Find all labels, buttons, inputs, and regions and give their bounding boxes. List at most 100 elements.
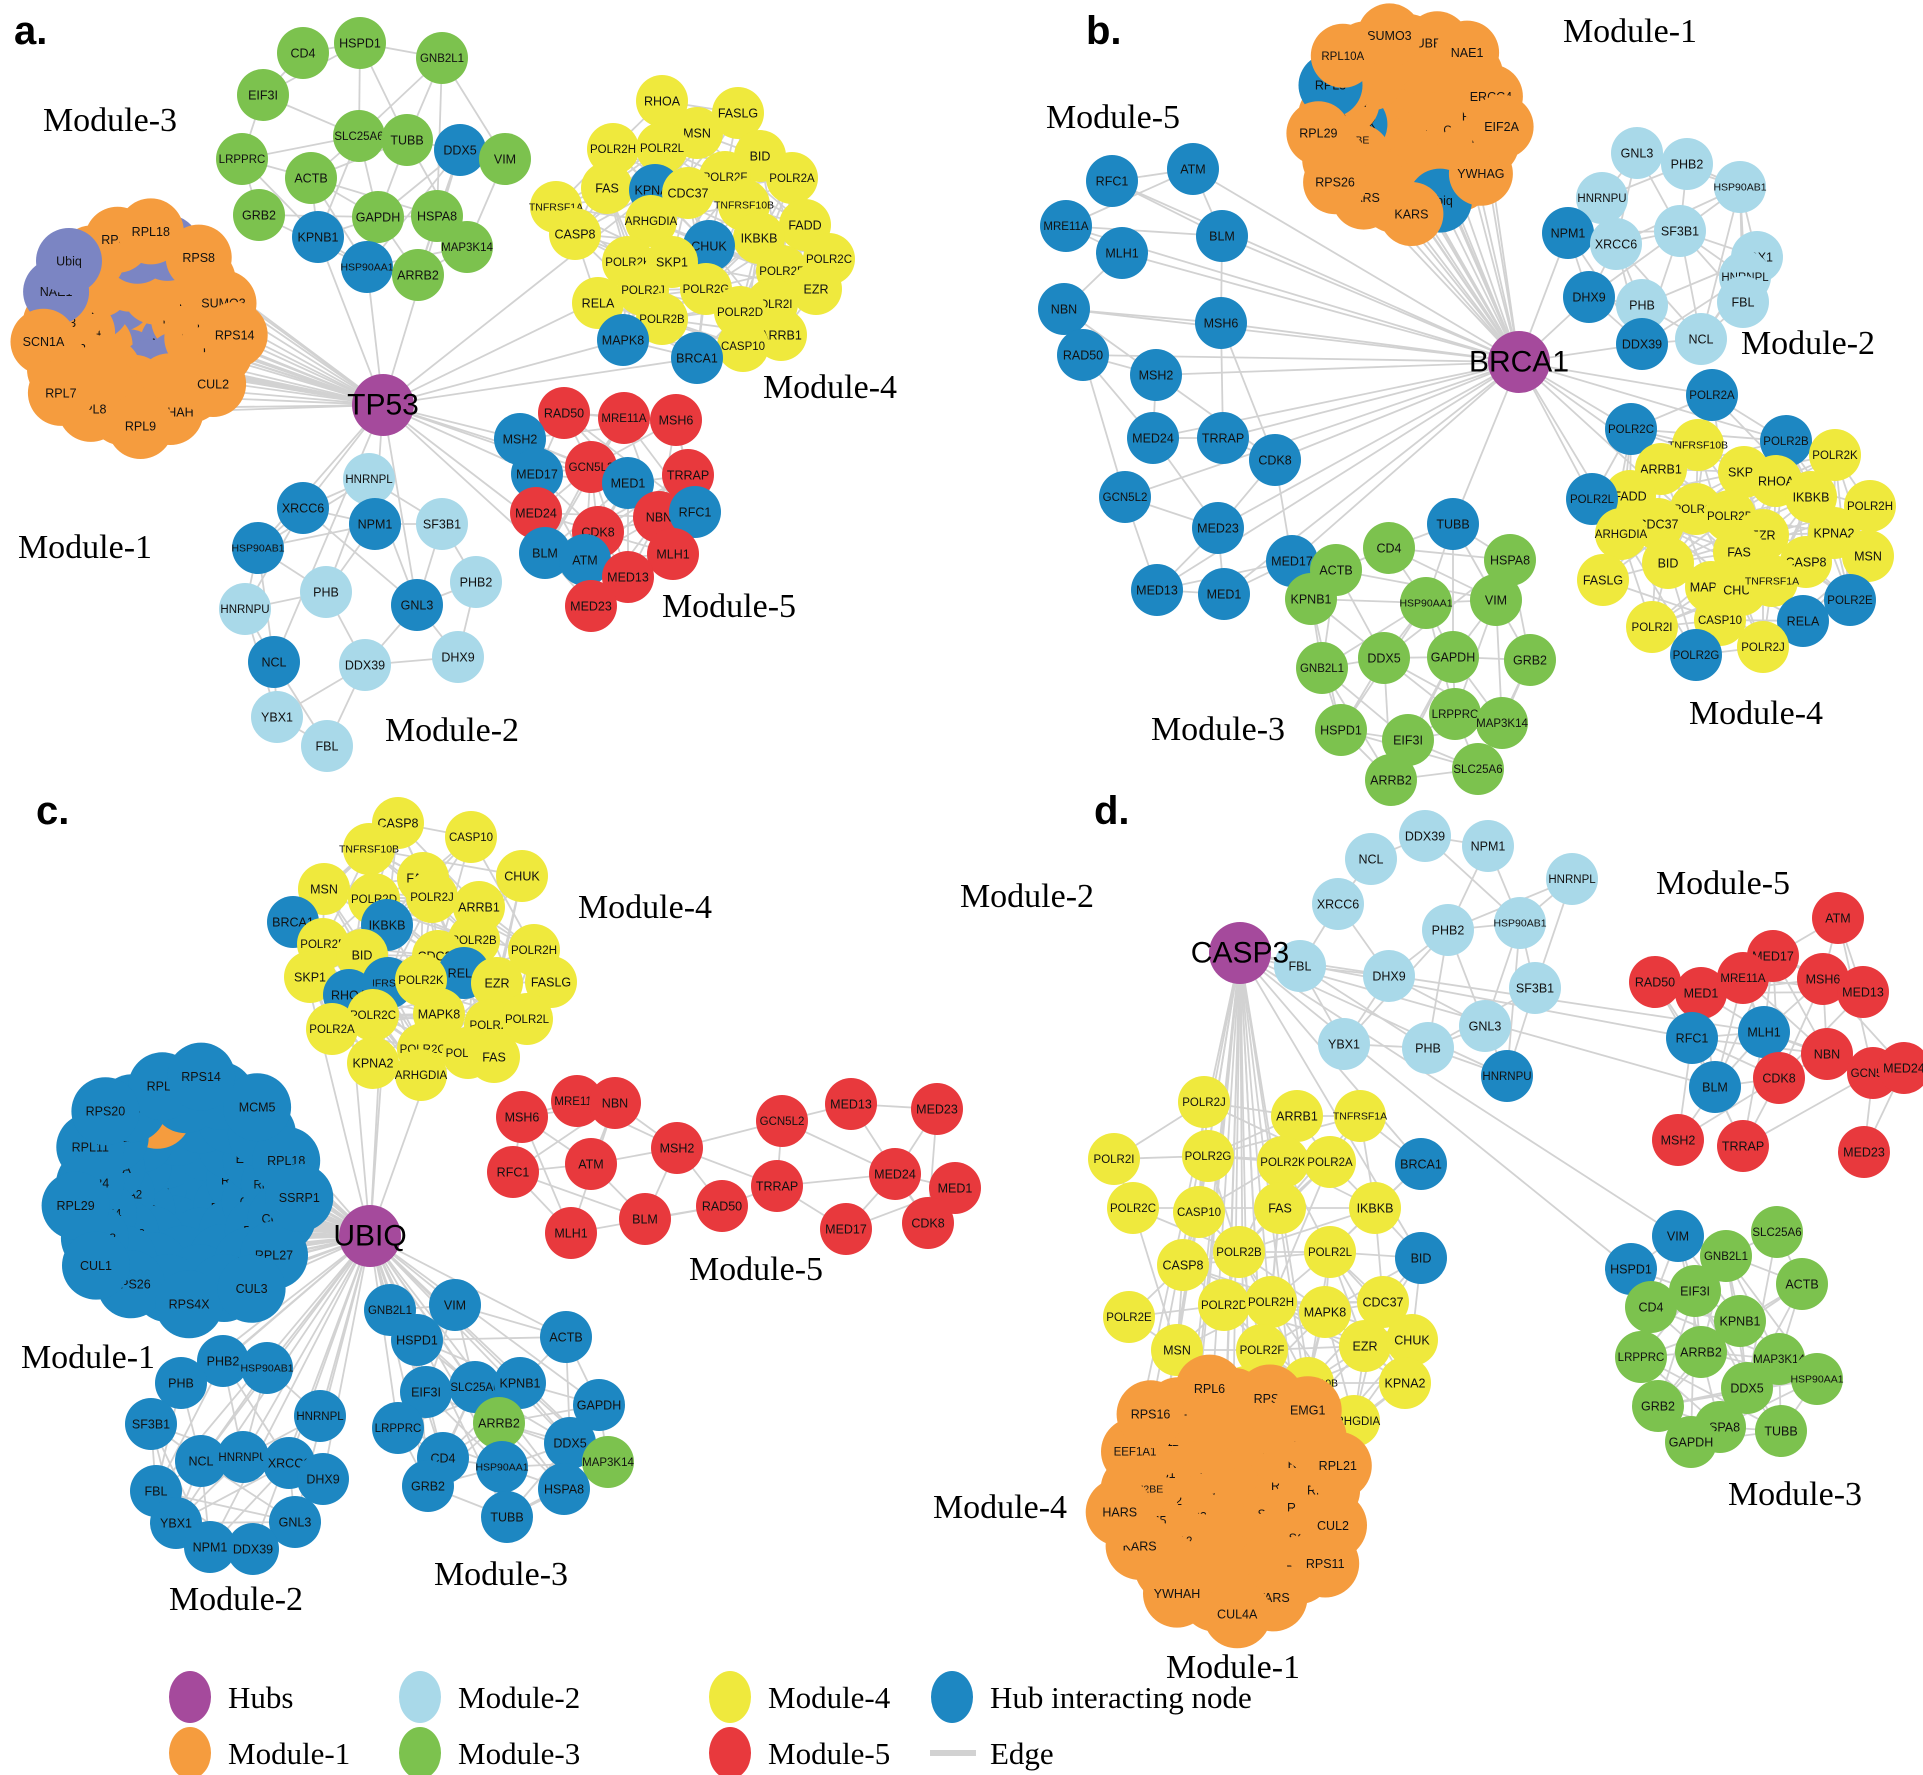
node-GRB2[interactable]: GRB2 bbox=[233, 189, 285, 241]
node-TUBB[interactable]: TUBB bbox=[481, 1491, 533, 1543]
node-TUBB[interactable]: TUBB bbox=[381, 114, 433, 166]
node-RPS4X[interactable]: RPS4X bbox=[155, 1270, 224, 1339]
node-RAD50[interactable]: RAD50 bbox=[1629, 956, 1681, 1008]
node-VIM[interactable]: VIM bbox=[1652, 1210, 1704, 1262]
node-TRRAP[interactable]: TRRAP bbox=[751, 1160, 803, 1212]
node-DDX39[interactable]: DDX39 bbox=[227, 1523, 279, 1575]
node-GCN5L2[interactable]: GCN5L2 bbox=[756, 1095, 808, 1147]
node-POLR2A[interactable]: POLR2A bbox=[1686, 369, 1738, 421]
node-MSH6[interactable]: MSH6 bbox=[650, 394, 702, 446]
node-GAPDH[interactable]: GAPDH bbox=[352, 191, 404, 243]
node-CD4[interactable]: CD4 bbox=[277, 27, 329, 79]
node-POLR2G[interactable]: POLR2G bbox=[1182, 1130, 1234, 1182]
node-MED13[interactable]: MED13 bbox=[1131, 564, 1183, 616]
node-NPM1[interactable]: NPM1 bbox=[349, 498, 401, 550]
node-RFC1[interactable]: RFC1 bbox=[1666, 1012, 1718, 1064]
node-VIM[interactable]: VIM bbox=[479, 133, 531, 185]
node-RAD50[interactable]: RAD50 bbox=[538, 387, 590, 439]
node-POLR2K[interactable]: POLR2K bbox=[1257, 1136, 1309, 1188]
node-MED23[interactable]: MED23 bbox=[1192, 502, 1244, 554]
node-TRRAP[interactable]: TRRAP bbox=[1717, 1120, 1769, 1172]
node-NPM1[interactable]: NPM1 bbox=[1462, 820, 1514, 872]
node-MSH6[interactable]: MSH6 bbox=[1195, 297, 1247, 349]
node-ATM[interactable]: ATM bbox=[1812, 892, 1864, 944]
node-POLR2J[interactable]: POLR2J bbox=[1178, 1076, 1230, 1128]
node-FBL[interactable]: FBL bbox=[1717, 276, 1769, 328]
node-MED23[interactable]: MED23 bbox=[1838, 1126, 1890, 1178]
node-MRE11A[interactable]: MRE11A bbox=[598, 392, 650, 444]
node-TUBB[interactable]: TUBB bbox=[1427, 498, 1479, 550]
node-CUL3[interactable]: CUL3 bbox=[217, 1254, 286, 1323]
node-RPS11[interactable]: RPS11 bbox=[1291, 1529, 1360, 1598]
node-POLR2J[interactable]: POLR2J bbox=[1737, 621, 1789, 673]
node-POLR2H[interactable]: POLR2H bbox=[1245, 1276, 1297, 1328]
node-POLR2A[interactable]: POLR2A bbox=[1304, 1136, 1356, 1188]
node-KPNB1[interactable]: KPNB1 bbox=[292, 211, 344, 263]
node-CDK8[interactable]: CDK8 bbox=[1249, 434, 1301, 486]
node-FAS[interactable]: FAS bbox=[1254, 1182, 1306, 1234]
node-GNL3[interactable]: GNL3 bbox=[391, 579, 443, 631]
node-HSPD1[interactable]: HSPD1 bbox=[1315, 704, 1367, 756]
node-CD4[interactable]: CD4 bbox=[1363, 522, 1415, 574]
node-GCN5L2[interactable]: GCN5L2 bbox=[1099, 471, 1151, 523]
node-LRPPRC[interactable]: LRPPRC bbox=[216, 133, 268, 185]
node-NCL[interactable]: NCL bbox=[1675, 313, 1727, 365]
node-RPS14[interactable]: RPS14 bbox=[167, 1042, 236, 1111]
node-EIF2A[interactable]: EIF2A bbox=[1469, 94, 1534, 159]
node-FAS[interactable]: FAS bbox=[581, 162, 633, 214]
node-BLM[interactable]: BLM bbox=[1689, 1061, 1741, 1113]
node-GRB2[interactable]: GRB2 bbox=[402, 1460, 454, 1512]
node-NPM1[interactable]: NPM1 bbox=[1542, 207, 1594, 259]
node-SLC25A6[interactable]: SLC25A6 bbox=[333, 110, 385, 162]
node-RFC1[interactable]: RFC1 bbox=[1086, 155, 1138, 207]
node-KPNB1[interactable]: KPNB1 bbox=[1285, 573, 1337, 625]
node-GNB2L1[interactable]: GNB2L1 bbox=[416, 32, 468, 84]
node-CHUK[interactable]: CHUK bbox=[496, 850, 548, 902]
node-FASLG[interactable]: FASLG bbox=[1577, 554, 1629, 606]
node-CASP8[interactable]: CASP8 bbox=[1157, 1239, 1209, 1291]
node-ACTB[interactable]: ACTB bbox=[540, 1311, 592, 1363]
node-RPS14[interactable]: RPS14 bbox=[201, 302, 268, 368]
node-YWHAH[interactable]: YWHAH bbox=[1143, 1559, 1211, 1628]
node-PHB2[interactable]: PHB2 bbox=[1661, 138, 1713, 190]
node-MED13[interactable]: MED13 bbox=[825, 1078, 877, 1130]
node-GAPDH[interactable]: GAPDH bbox=[1427, 631, 1479, 683]
node-MED13[interactable]: MED13 bbox=[1837, 966, 1889, 1018]
node-MAPK8[interactable]: MAPK8 bbox=[1299, 1286, 1351, 1338]
node-NCL[interactable]: NCL bbox=[1345, 833, 1397, 885]
node-GNL3[interactable]: GNL3 bbox=[1459, 1000, 1511, 1052]
node-BID[interactable]: BID bbox=[1395, 1232, 1447, 1284]
node-CUL4A[interactable]: CUL4A bbox=[1203, 1580, 1272, 1649]
node-MSH2[interactable]: MSH2 bbox=[1652, 1114, 1704, 1166]
node-DHX9[interactable]: DHX9 bbox=[1563, 271, 1615, 323]
node-MED23[interactable]: MED23 bbox=[911, 1083, 963, 1135]
node-BRCA1[interactable]: BRCA1 bbox=[1395, 1138, 1447, 1190]
node-GAPDH[interactable]: GAPDH bbox=[1665, 1416, 1717, 1468]
node-XRCC6[interactable]: XRCC6 bbox=[277, 482, 329, 534]
node-DHX9[interactable]: DHX9 bbox=[1363, 950, 1415, 1002]
node-DHX9[interactable]: DHX9 bbox=[297, 1453, 349, 1505]
node-TRRAP[interactable]: TRRAP bbox=[1197, 412, 1249, 464]
node-SF3B1[interactable]: SF3B1 bbox=[125, 1398, 177, 1450]
node-EZR[interactable]: EZR bbox=[1339, 1320, 1391, 1372]
node-XRCC6[interactable]: XRCC6 bbox=[1590, 218, 1642, 270]
node-EIF3I[interactable]: EIF3I bbox=[237, 69, 289, 121]
node-RAD50[interactable]: RAD50 bbox=[696, 1180, 748, 1232]
node-MSH2[interactable]: MSH2 bbox=[651, 1122, 703, 1174]
node-KPNA2[interactable]: KPNA2 bbox=[1379, 1357, 1431, 1409]
node-ACTB[interactable]: ACTB bbox=[285, 152, 337, 204]
node-LRPPRC[interactable]: LRPPRC bbox=[372, 1402, 424, 1454]
node-ACTB[interactable]: ACTB bbox=[1776, 1258, 1828, 1310]
node-IKBKB[interactable]: IKBKB bbox=[1349, 1182, 1401, 1234]
node-POLR2D[interactable]: POLR2D bbox=[1198, 1279, 1250, 1331]
node-MSH6[interactable]: MSH6 bbox=[496, 1091, 548, 1143]
node-RPS26[interactable]: RPS26 bbox=[1303, 150, 1368, 215]
node-SLC25A6[interactable]: SLC25A6 bbox=[1751, 1206, 1803, 1258]
node-LRPPRC[interactable]: LRPPRC bbox=[1615, 1331, 1667, 1383]
node-MAPK8[interactable]: MAPK8 bbox=[597, 314, 649, 366]
node-HNRNPL[interactable]: HNRNPL bbox=[1546, 853, 1598, 905]
node-RAD50[interactable]: RAD50 bbox=[1057, 329, 1109, 381]
node-RPS20[interactable]: RPS20 bbox=[71, 1077, 140, 1146]
node-POLR2J[interactable]: POLR2J bbox=[406, 871, 458, 923]
node-ARRB2[interactable]: ARRB2 bbox=[1365, 754, 1417, 806]
